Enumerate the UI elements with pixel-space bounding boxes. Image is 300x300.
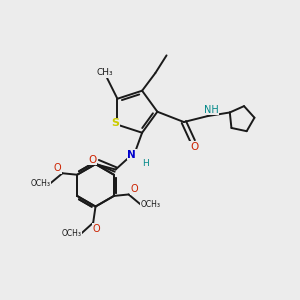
Text: O: O: [88, 155, 96, 165]
Text: NH: NH: [204, 105, 218, 115]
Text: OCH₃: OCH₃: [61, 230, 81, 238]
Text: CH₃: CH₃: [96, 68, 113, 77]
Text: OCH₃: OCH₃: [31, 179, 51, 188]
Text: S: S: [111, 118, 119, 128]
Text: H: H: [142, 159, 148, 168]
Text: OCH₃: OCH₃: [140, 200, 160, 209]
Text: N: N: [128, 150, 136, 160]
Text: O: O: [53, 163, 61, 173]
Text: O: O: [130, 184, 138, 194]
Text: O: O: [190, 142, 198, 152]
Text: O: O: [92, 224, 100, 234]
